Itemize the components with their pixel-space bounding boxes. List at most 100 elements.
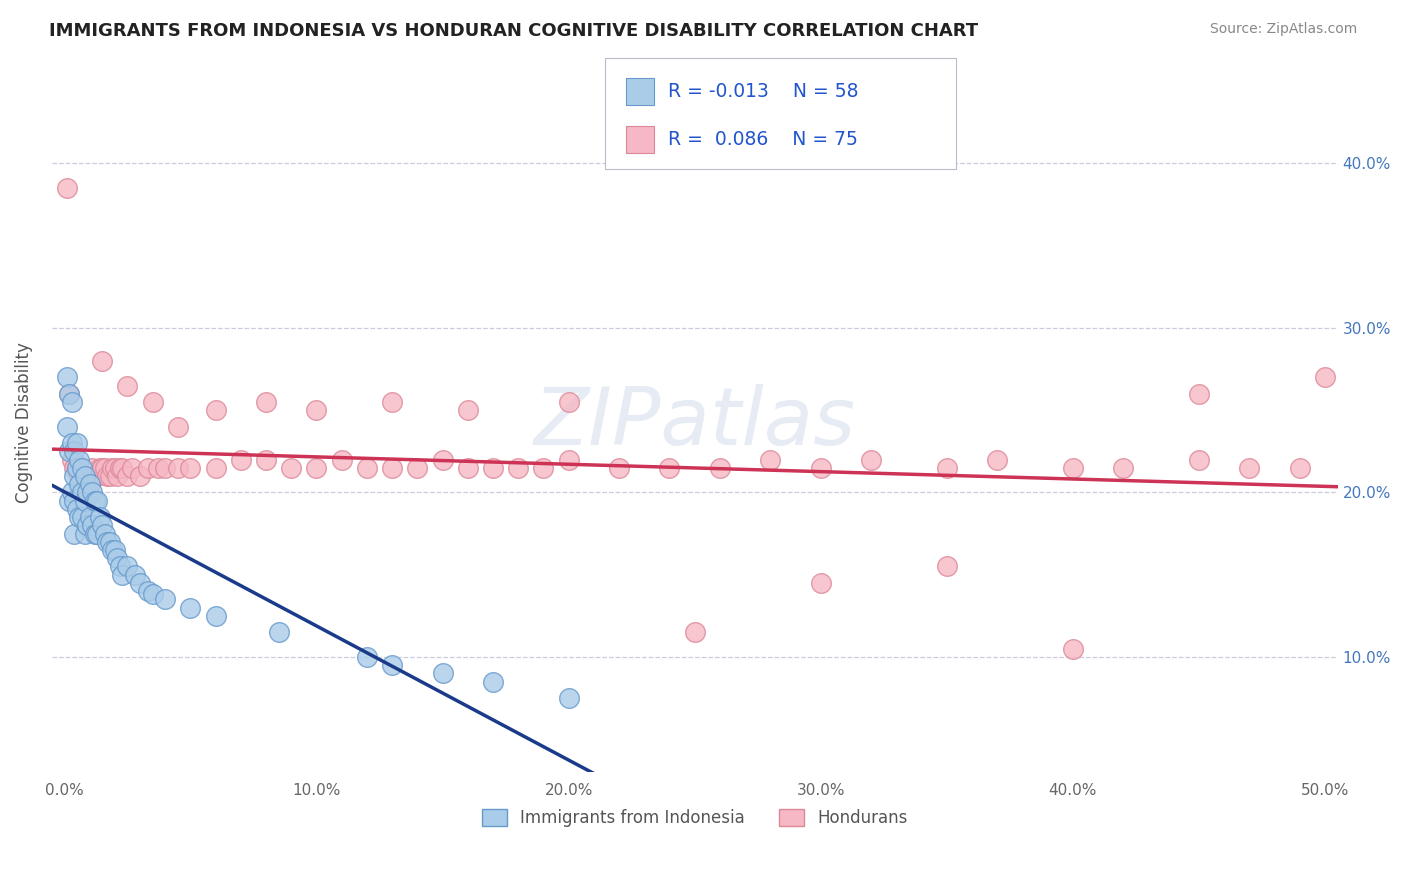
Text: ZIPatlas: ZIPatlas [534, 384, 856, 461]
Point [759, 452, 782, 467]
Point [93, 460, 115, 475]
Point [105, 469, 128, 483]
Point [98, 469, 121, 483]
Point [70, 460, 93, 475]
Point [1288, 460, 1310, 475]
Point [91, 354, 114, 368]
Point [69, 477, 91, 491]
Point [531, 460, 554, 475]
Point [709, 460, 731, 475]
Point [98, 534, 121, 549]
Point [60, 452, 83, 467]
Point [557, 691, 579, 706]
Point [96, 469, 118, 483]
Point [70, 485, 93, 500]
Point [117, 469, 139, 483]
Point [136, 460, 159, 475]
Point [105, 551, 128, 566]
Point [658, 460, 681, 475]
Point [60, 436, 83, 450]
Point [142, 587, 165, 601]
Point [70, 460, 93, 475]
Point [73, 469, 96, 483]
Point [58, 386, 80, 401]
Point [91, 460, 114, 475]
Point [76, 485, 98, 500]
Point [86, 469, 108, 483]
Y-axis label: Cognitive Disability: Cognitive Disability [15, 342, 32, 503]
Point [108, 460, 131, 475]
Point [136, 584, 159, 599]
Point [810, 460, 832, 475]
Point [1188, 452, 1211, 467]
Point [60, 485, 83, 500]
Point [66, 460, 89, 475]
Point [432, 452, 454, 467]
Point [80, 518, 103, 533]
Point [79, 469, 101, 483]
Point [66, 460, 89, 475]
Point [89, 510, 111, 524]
Point [91, 518, 114, 533]
Text: IMMIGRANTS FROM INDONESIA VS HONDURAN COGNITIVE DISABILITY CORRELATION CHART: IMMIGRANTS FROM INDONESIA VS HONDURAN CO… [49, 22, 979, 40]
Point [254, 452, 277, 467]
Point [935, 460, 957, 475]
Point [482, 460, 505, 475]
Point [229, 452, 252, 467]
Point [1313, 370, 1336, 384]
Point [607, 460, 630, 475]
Point [1062, 641, 1084, 656]
Point [111, 460, 134, 475]
Point [80, 460, 103, 475]
Point [96, 534, 118, 549]
Point [76, 518, 98, 533]
Point [63, 460, 86, 475]
Point [101, 460, 124, 475]
Point [69, 469, 91, 483]
Point [63, 469, 86, 483]
Point [117, 559, 139, 574]
Point [83, 469, 105, 483]
Point [204, 403, 226, 417]
Point [457, 460, 479, 475]
Point [557, 452, 579, 467]
Point [1239, 460, 1261, 475]
Point [166, 460, 188, 475]
Point [482, 674, 505, 689]
Text: R =  0.086    N = 75: R = 0.086 N = 75 [668, 130, 858, 149]
Point [356, 460, 378, 475]
Point [80, 485, 103, 500]
Point [86, 526, 108, 541]
Point [111, 567, 134, 582]
Point [117, 378, 139, 392]
Point [1188, 386, 1211, 401]
Point [142, 395, 165, 409]
Point [73, 469, 96, 483]
Point [83, 526, 105, 541]
Point [66, 501, 89, 516]
Text: Source: ZipAtlas.com: Source: ZipAtlas.com [1209, 22, 1357, 37]
Point [121, 460, 143, 475]
Point [89, 460, 111, 475]
Point [63, 493, 86, 508]
Point [155, 460, 177, 475]
Point [66, 436, 89, 450]
Point [108, 559, 131, 574]
Point [69, 452, 91, 467]
Point [254, 395, 277, 409]
Point [280, 460, 302, 475]
Point [60, 395, 83, 409]
Point [63, 526, 86, 541]
Point [146, 460, 169, 475]
Point [166, 419, 188, 434]
Point [406, 460, 429, 475]
Point [101, 543, 124, 558]
Point [79, 510, 101, 524]
Point [155, 592, 177, 607]
Point [305, 460, 328, 475]
Point [330, 452, 353, 467]
Point [73, 526, 96, 541]
Point [935, 559, 957, 574]
Point [58, 386, 80, 401]
Point [79, 477, 101, 491]
